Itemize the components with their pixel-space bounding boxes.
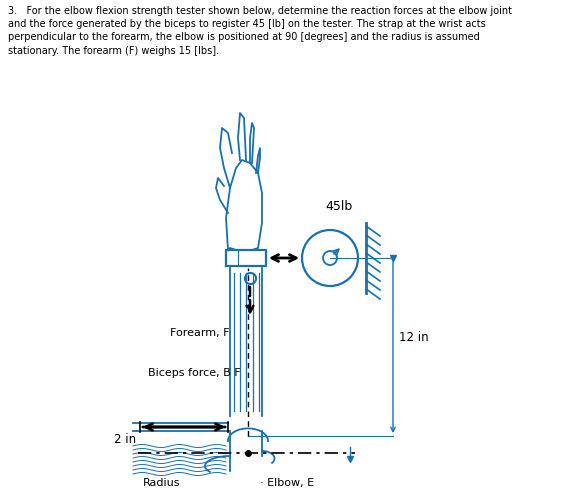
Text: Radius: Radius bbox=[143, 478, 181, 488]
Text: 3.   For the elbow flexion strength tester shown below, determine the reaction f: 3. For the elbow flexion strength tester… bbox=[8, 6, 512, 56]
Text: 2 in: 2 in bbox=[114, 432, 136, 446]
Text: · Elbow, E: · Elbow, E bbox=[260, 478, 314, 488]
Text: 45lb: 45lb bbox=[325, 200, 352, 213]
Text: Forearm, F: Forearm, F bbox=[170, 328, 229, 338]
Text: Biceps force, B F: Biceps force, B F bbox=[148, 368, 241, 378]
Text: 12 in: 12 in bbox=[399, 331, 429, 344]
